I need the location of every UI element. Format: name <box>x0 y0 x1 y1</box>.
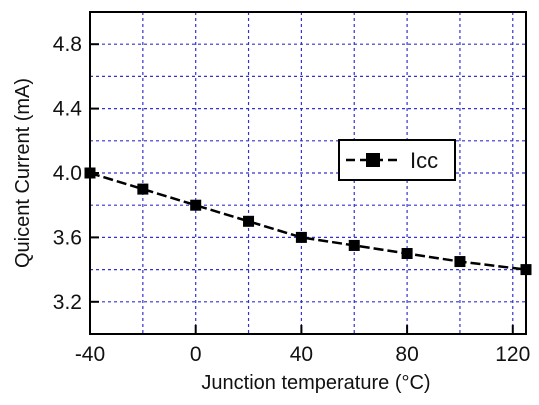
legend-marker <box>366 153 380 167</box>
y-tick-label: 4.8 <box>53 33 82 56</box>
x-tick-label: 40 <box>290 343 313 366</box>
data-point-icc <box>295 231 307 243</box>
legend: Icc <box>338 139 456 181</box>
x-tick-label: 120 <box>495 343 530 366</box>
x-axis-title: Junction temperature (°C) <box>201 372 430 394</box>
data-point-icc <box>401 248 413 259</box>
axis-ticks: -40 0 40 80 120 3.2 3.6 4.0 4.4 4.8 <box>53 33 531 366</box>
data-point-icc <box>348 239 360 251</box>
y-tick-label: 4.0 <box>53 162 82 185</box>
data-point-icc <box>243 215 255 227</box>
data-point-icc <box>137 183 149 195</box>
y-tick-label: 3.6 <box>53 226 82 249</box>
series-line-icc <box>89 171 527 271</box>
x-tick-label: 0 <box>190 343 202 366</box>
data-point-icc <box>190 199 202 211</box>
data-point-icc <box>454 256 466 268</box>
y-tick-label: 3.2 <box>53 291 82 314</box>
grid-lines <box>90 12 526 334</box>
x-tick-label: -40 <box>75 343 105 366</box>
y-tick-label: 4.4 <box>53 98 83 121</box>
x-tick-label: 80 <box>395 343 418 366</box>
legend-label-icc: Icc <box>410 148 438 173</box>
y-axis-title: Quicent Current (mA) <box>12 78 34 268</box>
